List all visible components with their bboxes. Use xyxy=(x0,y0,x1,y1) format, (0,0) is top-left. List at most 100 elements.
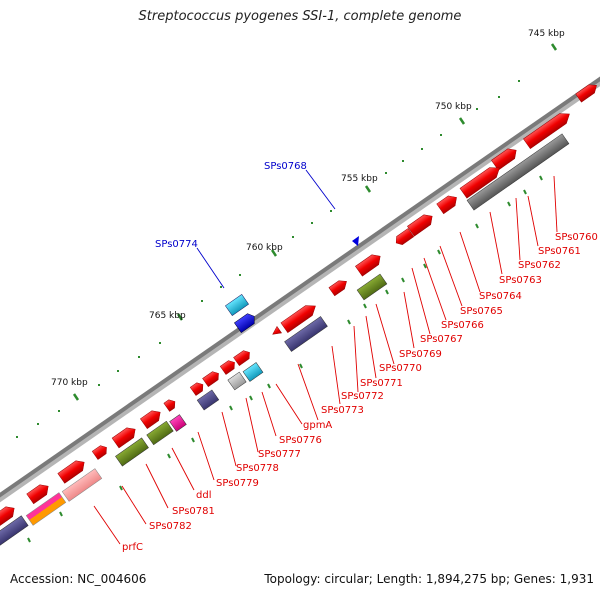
ruler-major-tick xyxy=(176,313,184,321)
gene-label[interactable]: SPs0772 xyxy=(341,391,384,402)
ruler-minor-tick xyxy=(498,96,500,98)
feature-box[interactable] xyxy=(466,133,570,211)
ruler-minor-tick xyxy=(385,172,387,174)
gene-arrow[interactable] xyxy=(393,228,415,247)
gene-label[interactable]: SPs0767 xyxy=(420,334,463,345)
gene-arrow[interactable] xyxy=(163,397,178,412)
gene-track-forward xyxy=(0,81,600,528)
ruler-major-tick xyxy=(72,393,80,401)
leader-lines-blue xyxy=(196,169,336,289)
ruler-major-tick xyxy=(270,249,278,257)
ruler-label: 745 kbp xyxy=(528,29,565,39)
gene-label[interactable]: SPs0766 xyxy=(441,320,484,331)
gene-arrow[interactable] xyxy=(0,503,18,528)
ruler-label: 770 kbp xyxy=(51,378,88,388)
gene-arrow[interactable] xyxy=(202,369,222,388)
feature-box[interactable] xyxy=(196,389,220,411)
gene-label[interactable]: SPs0777 xyxy=(258,449,301,460)
gene-arrow[interactable] xyxy=(111,424,139,449)
gene-track-reverse xyxy=(225,236,359,333)
ruler-minor-tick xyxy=(518,80,520,82)
ruler-minor-tick xyxy=(37,423,39,425)
ruler-minor-tick xyxy=(402,160,404,162)
ruler-major-tick xyxy=(458,117,466,125)
feature-box[interactable] xyxy=(0,515,29,547)
ruler-minor-tick xyxy=(117,370,119,372)
ruler-minor-tick xyxy=(292,236,294,238)
gene-label[interactable]: gpmA xyxy=(303,420,332,431)
gene-arrow[interactable] xyxy=(280,301,319,334)
ruler-minor-ticks xyxy=(16,80,520,438)
feature-box[interactable] xyxy=(115,437,149,467)
gene-arrow-reverse[interactable] xyxy=(225,294,249,316)
gene-label[interactable]: SPs0769 xyxy=(399,349,442,360)
feature-box[interactable] xyxy=(146,420,174,446)
ruler-minor-tick xyxy=(330,210,332,212)
gene-arrow[interactable] xyxy=(140,407,163,429)
feature-box[interactable] xyxy=(284,316,328,352)
gene-label[interactable]: SPs0782 xyxy=(149,521,192,532)
ruler-minor-tick xyxy=(421,148,423,150)
gene-arrow[interactable] xyxy=(233,348,253,367)
ruler-major-tick xyxy=(364,185,372,193)
gene-arrow[interactable] xyxy=(523,109,572,150)
gene-label[interactable]: SPs0773 xyxy=(321,405,364,416)
gene-arrow[interactable] xyxy=(26,481,52,505)
ruler-label: 755 kbp xyxy=(341,174,378,184)
gene-label[interactable]: SPs0779 xyxy=(216,478,259,489)
feature-box[interactable] xyxy=(61,468,103,502)
accession-text: Accession: NC_004606 xyxy=(10,572,147,586)
ruler-minor-tick xyxy=(476,108,478,110)
gene-label[interactable]: SPs0761 xyxy=(538,246,581,257)
gene-label[interactable]: SPs0771 xyxy=(360,378,403,389)
gene-label[interactable]: SPs0776 xyxy=(279,435,322,446)
gene-arrow[interactable] xyxy=(57,457,88,484)
gene-arrow-reverse[interactable] xyxy=(234,311,257,333)
gene-arrow[interactable] xyxy=(270,325,283,337)
gene-arrow[interactable] xyxy=(575,81,600,103)
genome-backbone xyxy=(0,76,600,498)
gene-label[interactable]: SPs0765 xyxy=(460,306,503,317)
gene-arrow-reverse[interactable] xyxy=(352,236,359,246)
gene-label[interactable]: SPs0760 xyxy=(555,232,598,243)
gene-label[interactable]: SPs0763 xyxy=(499,275,542,286)
feature-box[interactable] xyxy=(227,371,247,391)
gene-label[interactable]: SPs0762 xyxy=(518,260,561,271)
feature-box[interactable] xyxy=(242,362,264,382)
gene-labels: SPs0760 SPs0761 SPs0762 SPs0763 SPs0764 … xyxy=(122,161,598,553)
ruler-minor-tick xyxy=(16,436,18,438)
gene-arrow[interactable] xyxy=(355,251,383,277)
feature-box[interactable] xyxy=(169,414,187,432)
gene-arrow[interactable] xyxy=(189,380,206,396)
feature-box[interactable] xyxy=(25,492,67,526)
inner-ticks xyxy=(27,175,543,543)
gene-label[interactable]: SPs0770 xyxy=(379,363,422,374)
ruler-minor-tick xyxy=(138,356,140,358)
gene-track-inner xyxy=(0,133,570,547)
gene-arrow[interactable] xyxy=(91,443,109,460)
ruler-minor-tick xyxy=(220,286,222,288)
gene-label[interactable]: SPs0781 xyxy=(172,506,215,517)
gene-arrow[interactable] xyxy=(407,211,435,237)
gene-arrow[interactable] xyxy=(459,163,503,199)
ruler-label: 760 kbp xyxy=(246,243,283,253)
gene-arrow[interactable] xyxy=(219,358,237,375)
gene-label[interactable]: SPs0764 xyxy=(479,291,522,302)
gene-arrow[interactable] xyxy=(328,277,349,297)
topology-summary: Topology: circular; Length: 1,894,275 bp… xyxy=(264,572,594,586)
ruler-minor-tick xyxy=(201,300,203,302)
gene-label[interactable]: SPs0778 xyxy=(236,463,279,474)
gene-label[interactable]: prfC xyxy=(122,542,143,553)
gene-label[interactable]: ddl xyxy=(196,490,211,501)
gene-label[interactable]: SPs0774 xyxy=(155,239,198,250)
gene-label[interactable]: SPs0768 xyxy=(264,161,307,172)
backbone-shadow xyxy=(0,77,600,503)
feature-box[interactable] xyxy=(356,273,388,301)
ruler-minor-tick xyxy=(440,134,442,136)
ruler-minor-tick xyxy=(159,342,161,344)
ruler-minor-tick xyxy=(311,222,313,224)
map-title: Streptococcus pyogenes SSI-1, complete g… xyxy=(138,9,462,24)
gene-arrow[interactable] xyxy=(436,192,460,215)
